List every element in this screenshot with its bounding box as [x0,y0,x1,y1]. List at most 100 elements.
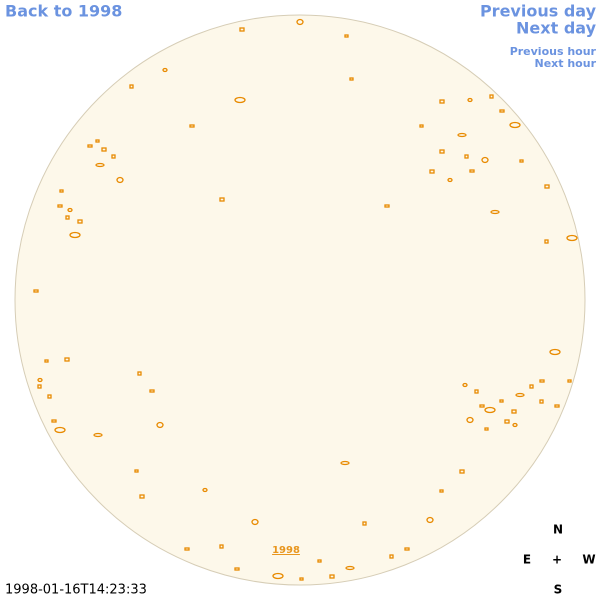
magnetic-spot [69,231,81,239]
magnetic-spot [566,234,578,242]
magnetic-spot [296,18,304,26]
magnetic-spot [219,544,224,549]
next-hour-link[interactable]: Next hour [535,57,597,70]
magnetic-spot [439,149,445,154]
magnetic-spot [33,289,39,293]
magnetic-spot [515,392,525,398]
magnetic-spot [272,572,284,580]
magnetic-spot [511,409,517,414]
previous-hour-link[interactable]: Previous hour [510,45,597,58]
magnetic-spot [137,371,142,376]
magnetic-spot [349,77,354,81]
magnetic-spot [499,399,504,403]
magnetic-spot [459,469,465,474]
magnetic-spot [47,394,52,399]
magnetic-spot [234,96,246,104]
magnetic-spot [549,348,561,356]
magnetic-spot [251,518,259,526]
magnetic-spot [362,521,367,526]
magnetic-spot [93,432,103,438]
compass-center: + [552,553,562,567]
magnetic-spot [447,177,453,183]
back-link[interactable]: Back to 1998 [5,2,122,21]
magnetic-spot [37,377,43,383]
magnetic-spot [467,97,473,103]
magnetic-spot [95,139,100,143]
previous-day-link[interactable]: Previous day [480,2,597,21]
magnetic-spot [101,147,107,152]
magnetic-spot [317,559,322,563]
disk-year-link[interactable]: 1998 [272,545,300,556]
magnetic-spot [481,156,489,164]
magnetic-spot [189,124,195,128]
magnetic-spot [544,184,550,189]
magnetic-spot [37,384,42,389]
magnetic-spot [484,406,496,414]
magnetic-regions [33,18,578,581]
magnetic-spot [464,154,469,159]
magnetic-spot [474,389,479,394]
magnetic-spot [567,379,572,383]
magnetic-spot [384,204,390,208]
magnetic-spot [512,422,518,428]
magnetic-spot [554,404,560,408]
magnetic-spot [466,416,474,424]
magnetic-spot [519,159,524,163]
magnetic-spot [457,132,467,138]
compass-south: S [554,583,563,597]
magnetic-spot [504,419,510,424]
magnetic-spot [202,487,208,493]
magnetic-spot [57,204,63,208]
magnetic-spot [429,169,435,174]
magnetic-spot [54,426,66,434]
magnetic-spot [509,121,521,129]
timestamp: 1998-01-16T14:23:33 [5,583,147,598]
compass-west: W [582,553,595,567]
magnetic-spot [44,359,49,363]
magnetic-spot [329,574,335,579]
magnetic-spot [149,389,155,393]
compass-east: E [523,553,531,567]
magnetic-spot [539,399,544,404]
magnetic-spot [439,99,445,104]
magnetic-spot [162,67,168,73]
magnetic-spot [490,209,500,215]
magnetic-spot [134,469,139,473]
magnetic-spot [87,144,93,148]
magnetic-spot [344,34,349,38]
magnetic-spot [544,239,549,244]
magnetic-spot [67,207,73,213]
magnetic-spot [95,162,105,168]
next-day-link[interactable]: Next day [516,19,597,38]
magnetic-spot [65,215,70,220]
magnetic-spot [219,197,225,202]
magnetic-spot [419,124,424,128]
magnetic-spot [469,169,475,173]
magnetic-spot [462,382,468,388]
magnetic-spot [389,554,394,559]
magnetic-spot [129,84,134,89]
magnetic-spot [77,219,83,224]
magnetic-spot [156,421,164,429]
magnetic-spot [59,189,64,193]
magnetic-spot [184,547,190,551]
magnetic-spot [529,384,534,389]
magnetic-spot [489,94,494,99]
solar-disk [14,14,586,586]
magnetic-spot [345,565,355,571]
magnetic-spot [484,427,489,431]
magnetic-spot [404,547,410,551]
magnetic-spot [111,154,116,159]
magnetic-spot [239,27,245,32]
compass-north: N [553,523,563,537]
magnetic-spot [439,489,444,493]
magnetic-spot [499,109,505,113]
magnetic-spot [51,419,57,423]
magnetic-spot [426,516,434,524]
magnetic-spot [539,379,545,383]
magnetic-spot [340,460,350,466]
magnetic-spot [234,567,240,571]
magnetic-spot [299,577,304,581]
magnetic-spot [479,404,485,408]
